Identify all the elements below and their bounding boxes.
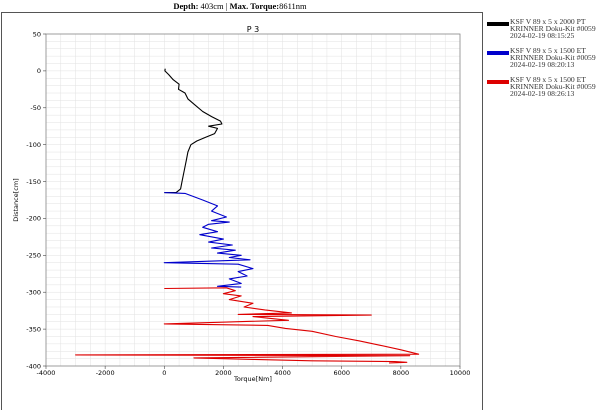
y-tick-label: 0 [37, 67, 41, 75]
y-axis-label: Distance[cm] [12, 178, 20, 221]
y-tick-label: -50 [30, 104, 41, 112]
y-tick-label: 50 [33, 30, 41, 38]
legend-line-device: KRINNER Doku-Kit #0059 [510, 24, 596, 33]
x-tick-label: -4000 [37, 369, 56, 377]
y-tick-label: -250 [26, 252, 41, 260]
series-line-1 [164, 68, 223, 194]
plot-title: P 3 [247, 25, 259, 34]
series-line-2 [163, 192, 254, 288]
y-tick-label: -350 [26, 325, 41, 333]
legend-line-product: KSF V 89 x 5 x 1500 ET [510, 46, 586, 55]
grid [45, 33, 461, 367]
legend-line-product: KSF V 89 x 5 x 2000 PT [510, 17, 586, 26]
x-tick-label: 6000 [333, 369, 350, 377]
depth-value: 403cm [200, 1, 224, 11]
legend-line-timestamp: 2024-02-19 08:26:13 [510, 89, 575, 98]
max-torque-value: 8611nm [279, 1, 307, 11]
y-tick-label: -100 [26, 141, 41, 149]
x-tick-label: 2000 [215, 369, 232, 377]
x-tick-label: 0 [162, 369, 166, 377]
legend-line-timestamp: 2024-02-19 08:20:13 [510, 60, 575, 69]
legend-text: KSF V 89 x 5 x 1500 ET KRINNER Doku-Kit … [510, 75, 596, 98]
x-tick-label: 8000 [393, 369, 410, 377]
series-layer [75, 68, 420, 364]
legend-swatch-red [487, 80, 509, 84]
legend-swatch-black [487, 22, 509, 26]
y-tick-label: -300 [26, 289, 41, 297]
legend-line-timestamp: 2024-02-19 08:15:25 [510, 31, 575, 40]
legend-line-product: KSF V 89 x 5 x 1500 ET [510, 75, 586, 84]
legend-text: KSF V 89 x 5 x 2000 PT KRINNER Doku-Kit … [510, 17, 596, 40]
legend-swatch-blue [487, 51, 509, 55]
x-tick-label: 4000 [274, 369, 291, 377]
legend-entry-3: KSF V 89 x 5 x 1500 ET KRINNER Doku-Kit … [484, 76, 613, 103]
legend-text: KSF V 89 x 5 x 1500 ET KRINNER Doku-Kit … [510, 46, 596, 69]
x-tick-label: -2000 [96, 369, 115, 377]
header-separator: | [223, 1, 230, 11]
chart-frame [1, 12, 483, 410]
axes: -4000 -2000 0 2000 4000 6000 8000 10000 50 0 -50 -1… [26, 30, 470, 377]
legend-entry-1: KSF V 89 x 5 x 2000 PT KRINNER Doku-Kit … [484, 18, 613, 45]
legend: KSF V 89 x 5 x 2000 PT KRINNER Doku-Kit … [484, 18, 613, 105]
x-tick-label: 10000 [450, 369, 471, 377]
y-tick-label: -400 [26, 362, 41, 370]
legend-entry-2: KSF V 89 x 5 x 1500 ET KRINNER Doku-Kit … [484, 47, 613, 74]
series-line-3 [75, 287, 420, 364]
depth-label: Depth: [173, 1, 199, 11]
x-axis-label: Torque[Nm] [233, 375, 272, 383]
max-torque-label: Max. Torque: [229, 1, 280, 11]
chart-header: Depth: 403cm | Max. Torque:8611nm [0, 1, 480, 11]
y-tick-label: -200 [26, 215, 41, 223]
legend-line-device: KRINNER Doku-Kit #0059 [510, 82, 596, 91]
y-tick-label: -150 [26, 178, 41, 186]
legend-line-device: KRINNER Doku-Kit #0059 [510, 53, 596, 62]
plot-area [45, 33, 461, 367]
